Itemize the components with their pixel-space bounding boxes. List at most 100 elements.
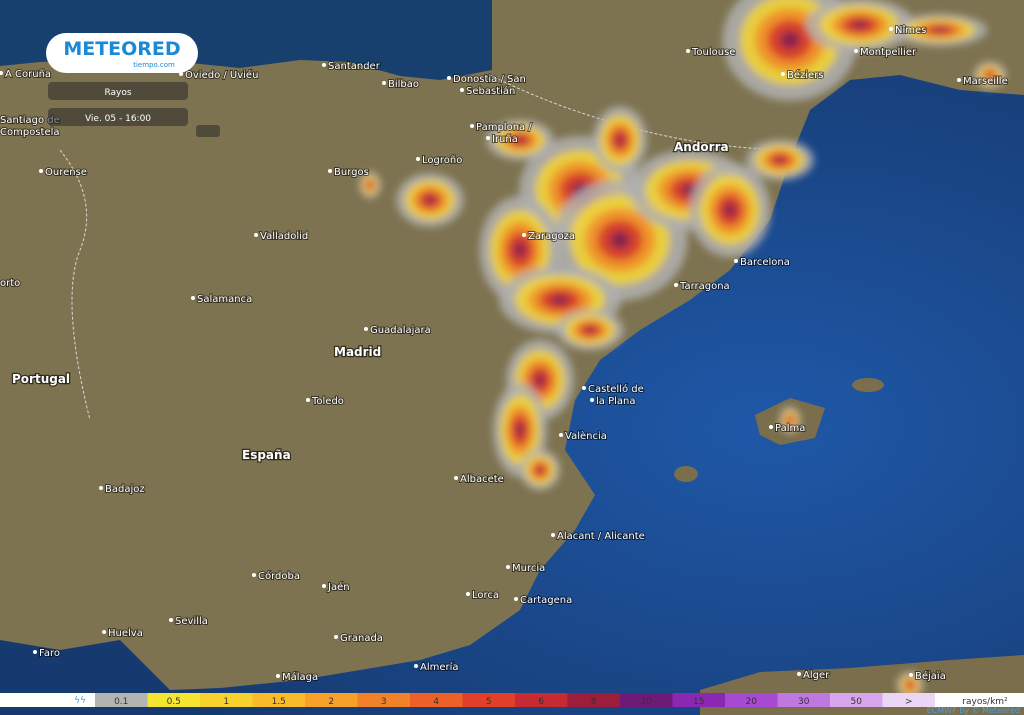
- city-label: Iruña: [492, 134, 518, 145]
- city-label: Donostia / San: [453, 74, 526, 85]
- legend-label: 1: [223, 697, 229, 707]
- city-dot: [276, 674, 280, 678]
- city-dot: [551, 533, 555, 537]
- layer[interactable]: Rayos: [104, 88, 131, 98]
- legend-label: 5: [486, 697, 492, 707]
- storm-cell: [516, 423, 524, 437]
- legend-label: >: [905, 697, 913, 707]
- legend-label: 6: [538, 697, 544, 707]
- legend-label: 0.5: [167, 697, 181, 707]
- storm-cell: [724, 203, 736, 217]
- city-label: Toledo: [311, 396, 344, 407]
- city-dot: [254, 233, 258, 237]
- legend-label: 50: [851, 697, 863, 707]
- city-label: Compostela: [0, 127, 60, 138]
- legend-label: 3: [381, 697, 387, 707]
- legend-swatch: [305, 693, 358, 707]
- city-label: la Plana: [596, 396, 636, 407]
- lightning-density: [359, 0, 1007, 699]
- legend-swatch: [252, 693, 305, 707]
- city-label: Sebastián: [466, 85, 515, 97]
- legend-swatch: [147, 693, 200, 707]
- city-dot: [470, 124, 474, 128]
- city-dot: [674, 283, 678, 287]
- legend-swatch: [410, 693, 463, 707]
- labels: A Coruña Oviedo / Uviéu Santander Bilbao Don…: [0, 23, 1009, 684]
- city-dot: [179, 72, 183, 76]
- city-dot: [769, 425, 773, 429]
- storm-cell: [514, 242, 526, 258]
- storm-cell: [535, 374, 545, 386]
- legend-swatch: [777, 693, 830, 707]
- city-dot: [854, 49, 858, 53]
- region-label: Andorra: [674, 140, 729, 154]
- legend-label: 10: [641, 697, 653, 707]
- legend-label: 8: [591, 697, 597, 707]
- city-dot: [39, 169, 43, 173]
- legend-label: 1.5: [272, 697, 286, 707]
- legend-swatch: [357, 693, 410, 707]
- city-dot: [590, 398, 594, 402]
- legend-label: 2: [328, 697, 334, 707]
- city-label: Toulouse: [691, 47, 735, 58]
- time-tab[interactable]: [196, 125, 220, 137]
- city-dot: [454, 476, 458, 480]
- city-label: Oviedo / Uviéu: [185, 69, 258, 81]
- city-label: Jaén: [327, 581, 350, 593]
- city-label: Granada: [340, 633, 383, 644]
- region-label: España: [242, 448, 291, 462]
- logo-bg: [46, 33, 198, 73]
- storm-cell: [368, 183, 372, 187]
- legend-swatch: [882, 693, 935, 707]
- storm-cell: [908, 683, 912, 687]
- legend-swatch: [462, 693, 515, 707]
- city-dot: [460, 88, 464, 92]
- city-label: Huelva: [108, 628, 143, 639]
- layer-box[interactable]: [48, 82, 188, 100]
- city-label: Sevilla: [175, 616, 208, 627]
- city-dot: [322, 584, 326, 588]
- city-label: Málaga: [282, 671, 318, 683]
- storm-cell: [987, 73, 993, 77]
- storm-cell: [933, 27, 947, 33]
- city-dot: [909, 673, 913, 677]
- legend-label: 0.1: [114, 697, 128, 707]
- lightning-icon: ϟϟ: [74, 696, 86, 706]
- city-label: Badajoz: [105, 484, 145, 495]
- city-label: Valladolid: [260, 231, 308, 242]
- storm-cell: [551, 295, 569, 305]
- legend-swatch: [567, 693, 620, 707]
- city-label: Alacant / Alicante: [557, 531, 645, 542]
- border: [59, 149, 91, 421]
- city-dot: [486, 136, 490, 140]
- city-dot: [191, 296, 195, 300]
- city-label: Barcelona: [740, 257, 790, 268]
- city-dot: [889, 27, 893, 31]
- city-dot: [781, 72, 785, 76]
- storm-cell: [425, 196, 435, 204]
- legend-label: 20: [746, 697, 758, 707]
- city-label: Lorca: [472, 590, 499, 601]
- city-label: Burgos: [334, 167, 369, 178]
- logo-site: tiempo.com: [133, 61, 175, 69]
- city-label: Nîmes: [895, 24, 926, 36]
- legend-unit: rayos/km²: [962, 697, 1008, 707]
- brand: METEORED tiempo.com: [46, 33, 198, 73]
- legend-swatch: [620, 693, 673, 707]
- time[interactable]: Vie. 05 - 16:00: [85, 114, 151, 124]
- city-label: Palma: [775, 423, 805, 434]
- city-label: Córdoba: [258, 570, 300, 582]
- city-dot: [102, 630, 106, 634]
- city-dot: [514, 597, 518, 601]
- legend-label: 15: [693, 697, 704, 707]
- city-label: Alger: [803, 670, 830, 681]
- time-box[interactable]: [48, 108, 188, 126]
- city-label: València: [565, 430, 607, 442]
- legend-label: 30: [798, 697, 810, 707]
- credit: ECMWF by © Meteored: [927, 706, 1020, 715]
- city-dot: [466, 592, 470, 596]
- city-label: Albacete: [460, 474, 504, 485]
- legend: ϟϟ 0.1 0.5 1 1.5 2 3 4 5 6 8 10 15 20 30 50 > rayos/km²: [0, 693, 1024, 707]
- menorca: [852, 378, 884, 392]
- city-dot: [334, 635, 338, 639]
